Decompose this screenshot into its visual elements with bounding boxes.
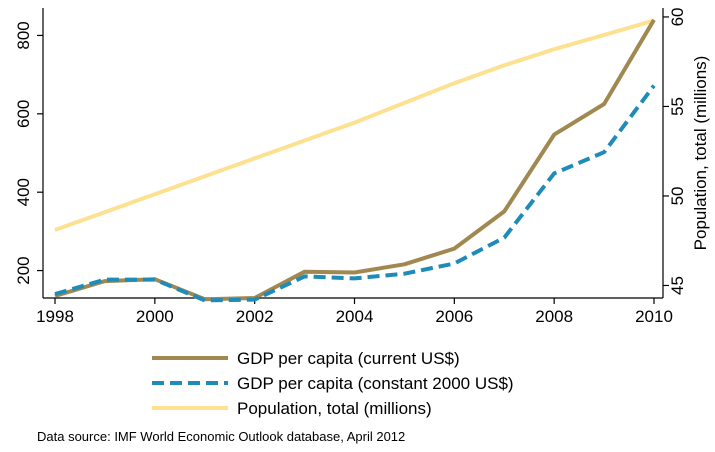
legend: GDP per capita (current US$) GDP per capi… — [152, 349, 514, 418]
right-tick-label: 45 — [668, 276, 687, 295]
x-tick-label: 2004 — [336, 307, 374, 326]
right-y-axis: 45 50 55 60 — [662, 7, 687, 298]
right-tick-label: 50 — [668, 187, 687, 206]
series-layer — [54, 18, 656, 303]
x-tick-label: 1998 — [36, 307, 74, 326]
left-tick-label: 800 — [14, 21, 33, 49]
left-y-axis: 200 400 600 800 — [14, 8, 44, 298]
x-tick-label: 2010 — [635, 307, 673, 326]
x-tick-label: 2008 — [535, 307, 573, 326]
series-line-2 — [54, 84, 656, 303]
left-tick-label: 200 — [14, 256, 33, 284]
series-line-1 — [54, 18, 656, 302]
left-tick-label: 400 — [14, 178, 33, 206]
x-tick-label: 2006 — [435, 307, 473, 326]
legend-label-1: GDP per capita (current US$) — [237, 349, 460, 368]
x-tick-label: 2002 — [236, 307, 274, 326]
legend-label-3: Population, total (millions) — [237, 399, 432, 418]
legend-label-2: GDP per capita (constant 2000 US$) — [237, 374, 514, 393]
x-axis: 1998 2000 2002 2004 2006 2008 2010 — [36, 297, 673, 326]
source-note: Data source: IMF World Economic Outlook … — [37, 429, 405, 444]
right-tick-label: 55 — [668, 97, 687, 116]
series-line-3 — [54, 18, 655, 232]
right-tick-label: 60 — [668, 7, 687, 26]
x-tick-label: 2000 — [136, 307, 174, 326]
left-tick-label: 600 — [14, 100, 33, 128]
right-axis-title: Population, total (millions) — [691, 56, 710, 251]
